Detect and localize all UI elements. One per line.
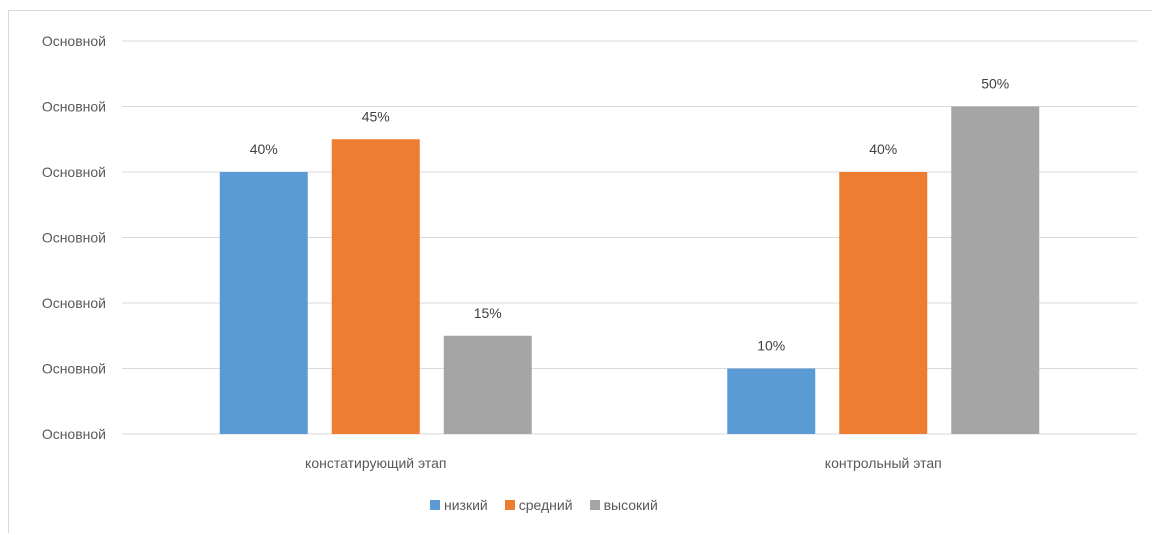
bar-medium-0 <box>331 139 420 434</box>
legend-item-high: высокий <box>589 497 658 513</box>
x-category-label: констатирующий этап <box>305 455 446 471</box>
legend-item-low: низкий <box>430 497 488 513</box>
bar-medium-1 <box>839 172 928 434</box>
bar-high-1 <box>951 106 1040 434</box>
legend-swatch-low <box>430 500 440 510</box>
bar-high-0 <box>443 335 532 434</box>
data-label: 40% <box>869 141 897 157</box>
legend-swatch-medium <box>504 500 515 510</box>
y-tick-label: Основной <box>42 33 106 49</box>
legend-label-medium: средний <box>518 497 573 513</box>
y-tick-label: Основной <box>42 295 106 311</box>
y-tick-label: Основной <box>42 426 106 442</box>
y-tick-label: Основной <box>42 164 106 180</box>
data-label: 50% <box>981 76 1009 92</box>
legend-item-medium: средний <box>504 497 573 513</box>
bar-low-0 <box>219 172 308 434</box>
y-tick-label: Основной <box>42 361 106 377</box>
data-label: 10% <box>757 338 785 354</box>
legend-label-high: высокий <box>603 497 658 513</box>
bar-low-1 <box>727 368 816 434</box>
data-label: 15% <box>474 305 502 321</box>
data-label: 45% <box>362 108 390 124</box>
legend-label-low: низкий <box>444 497 488 513</box>
legend-swatch-high <box>589 500 600 510</box>
chart-legend: низкий средний высокий <box>430 497 658 513</box>
data-label: 40% <box>250 141 278 157</box>
x-category-label: контрольный этап <box>825 455 942 471</box>
y-tick-label: Основной <box>42 230 106 246</box>
y-tick-label: Основной <box>42 99 106 115</box>
